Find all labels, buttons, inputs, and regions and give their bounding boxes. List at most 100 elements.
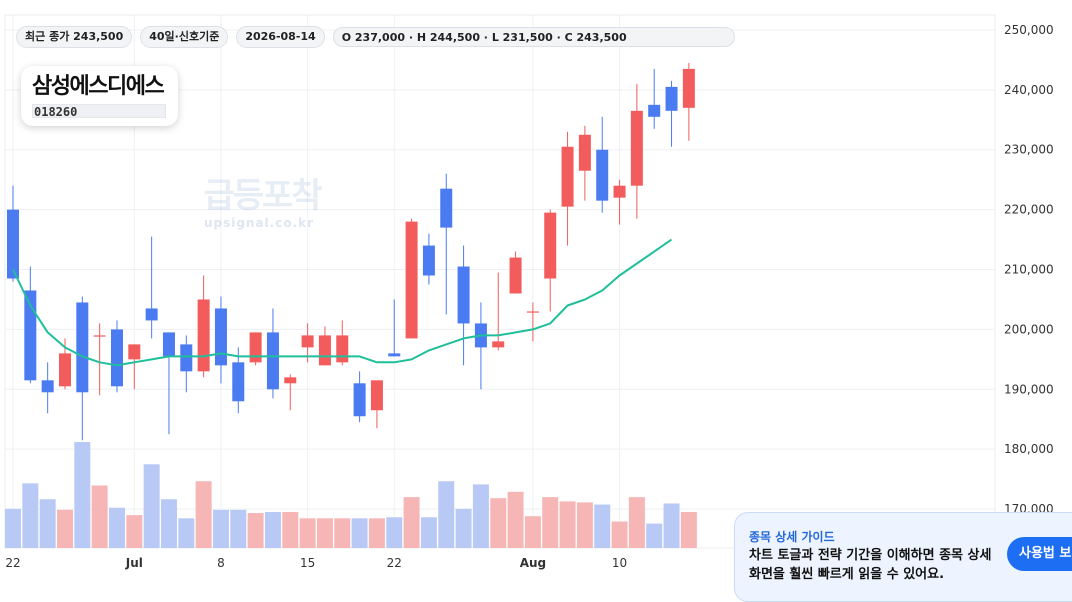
candle-body [613, 185, 626, 198]
stock-code: 018260 [32, 104, 166, 119]
volume-bar [316, 518, 333, 548]
candle-body [578, 134, 591, 171]
candle [370, 380, 383, 429]
candle [492, 272, 505, 351]
guide-text: 차트 토글과 전략 기간을 이해하면 종목 상세 화면을 훨씬 빠르게 읽을 수… [749, 548, 992, 582]
volume-bar [455, 508, 472, 548]
candle [58, 338, 71, 390]
volume-bars [5, 442, 697, 548]
candle [284, 374, 297, 411]
candle-body [336, 335, 349, 363]
candle [128, 344, 141, 390]
candle-body [388, 353, 401, 357]
x-axis-ticks: 22 Jul 8 15 22 Aug 10 [5, 556, 627, 570]
volume-bar [351, 518, 368, 548]
y-tick-label: 200,000 [1004, 322, 1054, 336]
candle-body [214, 308, 227, 366]
x-tick-label: 22 [387, 556, 402, 570]
candle-body [180, 344, 193, 372]
volume-bar [195, 481, 212, 548]
y-axis-ticks: 170,000180,000190,000200,000210,000220,0… [1004, 23, 1054, 516]
guide-button[interactable]: 사용법 보기 [1007, 537, 1072, 571]
volume-bar [611, 521, 628, 548]
candle-body [128, 344, 141, 360]
candle-body [648, 104, 661, 117]
volume-bar [178, 518, 195, 548]
y-tick-label: 210,000 [1004, 263, 1054, 277]
candle-body [41, 380, 54, 393]
period-chip[interactable]: 40일·신호기준 [140, 26, 229, 48]
volume-bar [22, 483, 39, 548]
volume-bar [108, 507, 125, 548]
volume-bar [507, 491, 524, 548]
volume-bar [386, 517, 403, 548]
volume-bar [282, 511, 299, 548]
candle-body [492, 341, 505, 348]
x-tick-label: 15 [300, 556, 315, 570]
candle-body [7, 209, 19, 279]
candle [110, 320, 123, 393]
candle [405, 218, 418, 339]
candle [145, 236, 158, 339]
volume-bar [74, 442, 91, 548]
volume-bar [420, 517, 437, 548]
candle [474, 302, 487, 390]
candle-body [457, 266, 470, 324]
candle [457, 245, 470, 366]
volume-bar [680, 511, 697, 548]
volume-bar [663, 503, 680, 548]
stock-title-card: 삼성에스디에스 018260 [21, 66, 178, 126]
candle [596, 116, 609, 213]
candle [266, 308, 279, 399]
y-tick-label: 220,000 [1004, 203, 1054, 217]
volume-bar [299, 518, 316, 548]
candle [232, 347, 245, 414]
volume-bar [559, 501, 576, 548]
candle-body [162, 332, 175, 357]
candle-body [266, 332, 279, 390]
candle-body [58, 353, 71, 387]
candle-body [284, 377, 297, 384]
candle-body [93, 335, 106, 337]
candle-body [665, 86, 678, 111]
volume-bar [143, 464, 160, 548]
volume-bar [472, 484, 489, 548]
volume-bar [646, 523, 663, 548]
candle [41, 362, 54, 414]
moving-average [12, 238, 673, 367]
candle [526, 302, 539, 342]
candle [197, 275, 210, 378]
volume-bar [594, 504, 611, 548]
y-tick-label: 240,000 [1004, 83, 1054, 97]
volume-bar [542, 497, 559, 548]
candle [630, 83, 643, 219]
candle-body [561, 146, 574, 207]
volume-bar [126, 515, 143, 548]
candle [682, 62, 695, 141]
candle [93, 323, 106, 396]
volume-bar [576, 502, 593, 548]
candle [7, 185, 19, 282]
volume-bar [403, 497, 420, 548]
volume-bar [39, 499, 56, 548]
candle [24, 266, 37, 384]
volume-bar [490, 498, 507, 548]
x-tick-label: 10 [612, 556, 627, 570]
candle-body [422, 245, 435, 276]
guide-panel: 종목 상세 가이드 차트 토글과 전략 기간을 이해하면 종목 상세 화면을 훨… [734, 512, 1072, 602]
candlestick-chart: 170,000180,000190,000200,000210,000220,0… [4, 14, 1054, 570]
candle [180, 335, 193, 393]
candle-body [301, 335, 314, 348]
candle [214, 296, 227, 384]
info-bar: 최근 종가 243,500 40일·신호기준 2026-08-14 O 237,… [16, 26, 735, 48]
candle [561, 131, 574, 246]
x-tick-label: 22 [5, 556, 20, 570]
x-tick-label: 8 [217, 556, 225, 570]
candle-body [370, 380, 383, 411]
candle-body [405, 221, 418, 339]
candle-body [630, 110, 643, 186]
candle-body [197, 299, 210, 372]
volume-bar [438, 481, 455, 548]
volume-bar [368, 518, 385, 548]
candle [162, 332, 175, 435]
